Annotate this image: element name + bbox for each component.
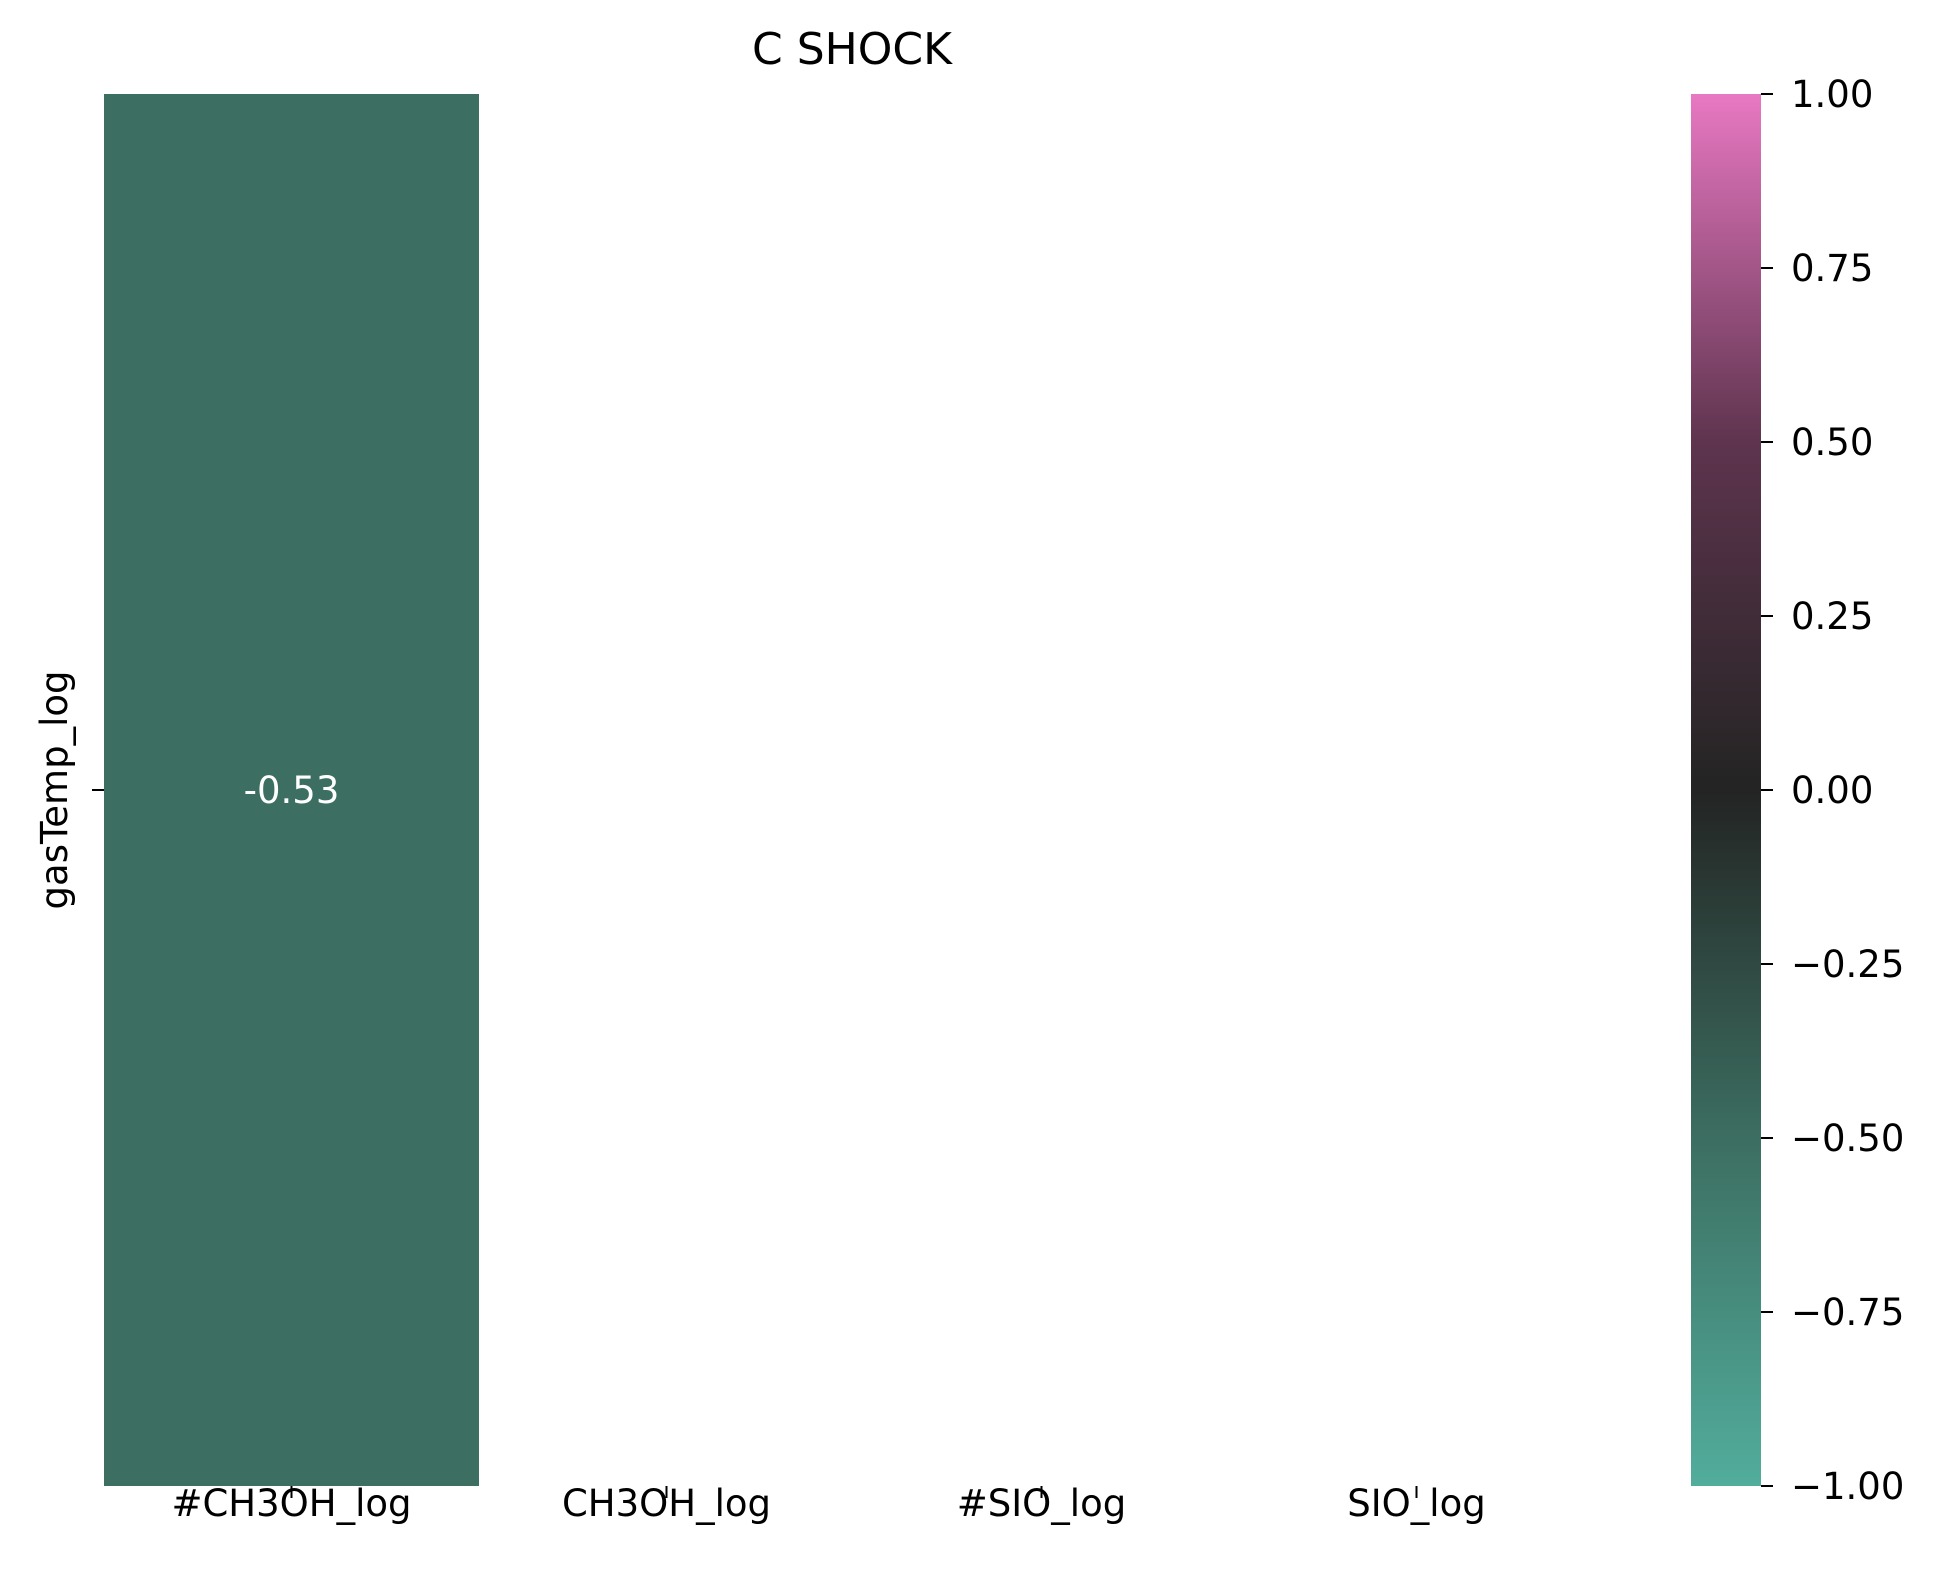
colorbar-tick-label: 0.50: [1791, 421, 1873, 464]
y-tick-label: gasTemp_log: [33, 671, 76, 910]
x-axis: #CH3OH_log CH3OH_log #SIO_log SIO_log: [171, 1482, 1485, 1525]
colorbar-axis: 1.00 0.75 0.50 0.25 0.00 −0.25 −0.50 −0.75 −1.00: [1761, 73, 1904, 1508]
colorbar-tick-label: 0.75: [1791, 247, 1873, 290]
chart-title: C SHOCK: [752, 24, 953, 75]
heatmap-cells: -0.53: [104, 94, 479, 1486]
x-tick-label: CH3OH_log: [562, 1482, 771, 1525]
colorbar-tick-label: 0.00: [1791, 769, 1873, 812]
colorbar-tick-label: −0.75: [1791, 1291, 1904, 1334]
colorbar-tick-label: −1.00: [1791, 1465, 1904, 1508]
heatmap-cell: [104, 94, 479, 1486]
x-tick-label: #SIO_log: [957, 1482, 1126, 1525]
colorbar-tick-label: 0.25: [1791, 595, 1873, 638]
x-tick-label: SIO_log: [1347, 1482, 1485, 1525]
cell-annotation: -0.53: [244, 769, 340, 812]
colorbar: [1691, 94, 1761, 1486]
y-axis: gasTemp_log: [33, 671, 104, 910]
colorbar-tick-label: −0.25: [1791, 943, 1904, 986]
colorbar-tick-label: 1.00: [1791, 73, 1873, 116]
colorbar-tick-label: −0.50: [1791, 1117, 1904, 1160]
x-tick-label: #CH3OH_log: [171, 1482, 411, 1525]
